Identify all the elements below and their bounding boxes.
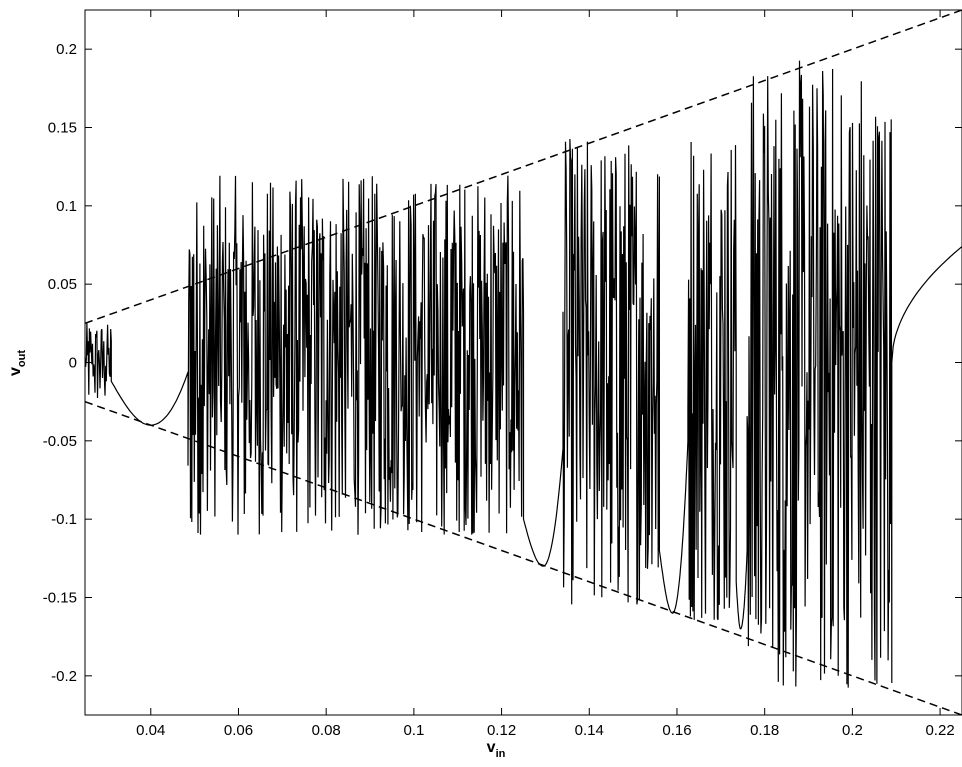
x-tick-label: 0.04 <box>136 722 165 739</box>
x-tick-label: 0.16 <box>662 722 691 739</box>
x-tick-label: 0.14 <box>575 722 604 739</box>
x-tick-label: 0.18 <box>750 722 779 739</box>
y-tick-label: -0.2 <box>51 668 77 685</box>
y-tick-label: -0.05 <box>43 433 77 450</box>
x-tick-label: 0.2 <box>842 722 863 739</box>
x-tick-label: 0.08 <box>312 722 341 739</box>
x-tick-label: 0.06 <box>224 722 253 739</box>
y-tick-label: 0.1 <box>56 198 77 215</box>
x-tick-label: 0.12 <box>487 722 516 739</box>
x-axis-label: vin <box>487 739 506 760</box>
y-tick-label: -0.1 <box>51 511 77 528</box>
y-tick-label: 0.15 <box>48 120 77 137</box>
series-layer <box>84 9 962 716</box>
y-tick-label: 0.05 <box>48 276 77 293</box>
y-tick-label: 0.2 <box>56 41 77 58</box>
y-tick-label: -0.15 <box>43 590 77 607</box>
x-tick-label: 0.22 <box>925 722 954 739</box>
tick-layer: 0.04 0.06 0.08 0.1 0.12 0.14 0.16 0.18 0.2 0.22 0.… <box>43 10 962 739</box>
vout-series-line <box>84 60 962 688</box>
y-axis-label: vout <box>7 350 28 376</box>
y-tick-label: 0 <box>69 355 77 372</box>
x-tick-label: 0.1 <box>403 722 424 739</box>
